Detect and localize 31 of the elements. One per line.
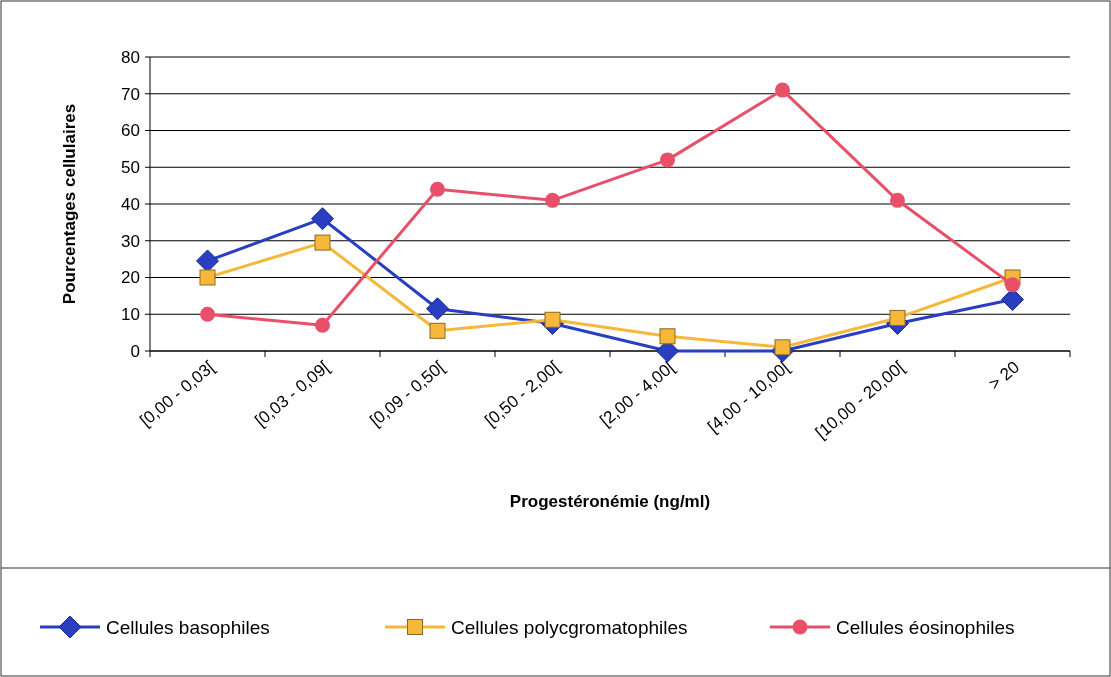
x-axis-title: Progestéronémie (ng/ml): [509, 492, 711, 511]
x-tick-label: > 20: [985, 357, 1024, 394]
y-tick-label: 0: [130, 341, 140, 361]
point: [429, 322, 446, 339]
point: [200, 306, 215, 322]
y-tick-label: 70: [121, 84, 140, 104]
y-tick-label: 40: [121, 194, 140, 214]
point: [660, 152, 675, 168]
point: [315, 317, 330, 333]
legend-label: Cellules basophiles: [106, 616, 270, 638]
point: [430, 181, 445, 197]
point: [311, 207, 334, 231]
point: [199, 269, 216, 286]
point: [774, 339, 791, 356]
point: [426, 297, 449, 321]
y-tick-label: 20: [121, 268, 140, 288]
legend-label: Cellules polycgromatophiles: [451, 616, 688, 638]
point: [775, 82, 790, 98]
y-tick-label: 60: [121, 121, 140, 141]
y-tick-label: 30: [121, 231, 140, 251]
point: [890, 192, 905, 208]
y-tick-label: 10: [121, 305, 140, 325]
y-tick-label: 80: [121, 47, 140, 67]
point: [889, 309, 906, 326]
y-axis-title: Pourcentages cellulaires: [60, 103, 79, 305]
point: [545, 192, 560, 208]
y-tick-label: 50: [121, 158, 140, 178]
point: [314, 234, 331, 251]
point: [1005, 277, 1020, 293]
point: [659, 328, 676, 345]
legend-label: Cellules éosinophiles: [836, 616, 1015, 638]
